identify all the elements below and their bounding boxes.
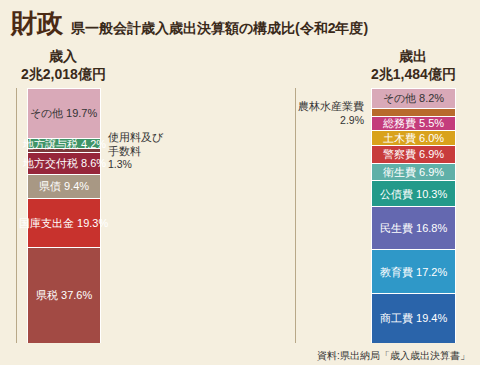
svg-text:衛生費 6.9%: 衛生費 6.9% [383, 166, 444, 178]
svg-text:農林水産業費2.9%: 農林水産業費2.9% [298, 100, 364, 126]
svg-text:土木費 6.0%: 土木費 6.0% [383, 132, 444, 144]
svg-text:商工費 19.4%: 商工費 19.4% [380, 312, 447, 324]
svg-text:警察費 6.9%: 警察費 6.9% [383, 148, 444, 160]
svg-text:地方譲与税 4.2%: 地方譲与税 4.2% [22, 138, 106, 150]
svg-text:地方交付税 8.6%: 地方交付税 8.6% [22, 157, 106, 169]
svg-text:使用料及び手数料1.3%: 使用料及び手数料1.3% [108, 131, 164, 170]
svg-text:資料:県出納局「歳入歳出決算書」: 資料:県出納局「歳入歳出決算書」 [317, 350, 470, 361]
svg-text:財政: 財政 [10, 8, 64, 38]
svg-text:民生費 16.8%: 民生費 16.8% [380, 222, 447, 234]
svg-text:その他 19.7%: その他 19.7% [30, 107, 97, 119]
svg-text:国庫支出金 19.3%: 国庫支出金 19.3% [19, 217, 108, 229]
svg-text:県一般会計歳入歳出決算額の構成比(令和2年度): 県一般会計歳入歳出決算額の構成比(令和2年度) [70, 20, 368, 36]
svg-text:総務費 5.5%: 総務費 5.5% [382, 117, 444, 129]
svg-text:県税 37.6%: 県税 37.6% [36, 289, 92, 301]
svg-text:公債費 10.3%: 公債費 10.3% [380, 188, 447, 200]
svg-text:教育費 17.2%: 教育費 17.2% [380, 266, 447, 278]
svg-text:歳入2兆2,018億円: 歳入2兆2,018億円 [21, 48, 106, 82]
svg-text:その他 8.2%: その他 8.2% [383, 92, 444, 104]
svg-text:県債 9.4%: 県債 9.4% [39, 180, 89, 192]
svg-text:歳出2兆1,484億円: 歳出2兆1,484億円 [371, 48, 456, 82]
